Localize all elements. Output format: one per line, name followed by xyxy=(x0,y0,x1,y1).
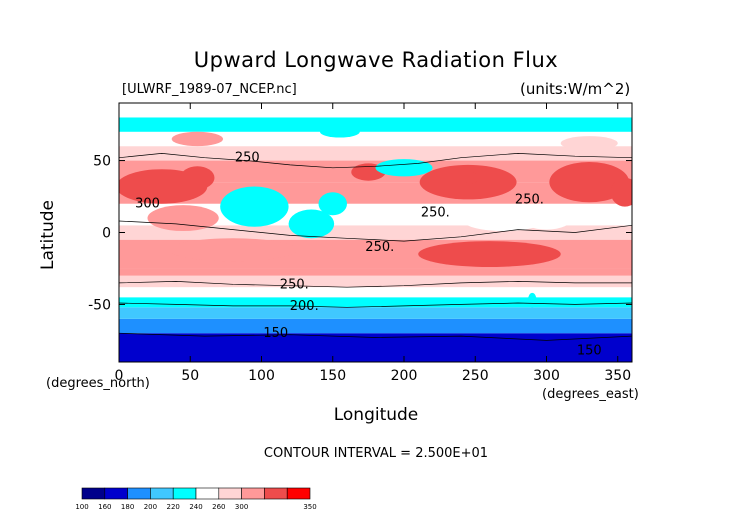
field-feature-19 xyxy=(560,136,618,151)
x-tick-label-350: 350 xyxy=(604,368,631,384)
zonal-band-6 xyxy=(119,268,632,276)
colorbar-swatch-6 xyxy=(218,487,242,500)
colorbar-label-220: 220 xyxy=(167,503,180,511)
colorbar-swatch-1 xyxy=(104,487,128,500)
contour-line-1 xyxy=(119,302,632,308)
y-axis-units: (degrees_north) xyxy=(46,376,150,391)
field-feature-11 xyxy=(520,206,573,230)
x-tick-label-100: 100 xyxy=(248,368,275,384)
colorbar-label-180: 180 xyxy=(121,503,134,511)
field-feature-12 xyxy=(549,161,630,203)
contour-label-5: 250. xyxy=(280,277,309,292)
field-feature-4 xyxy=(288,209,335,239)
field-feature-18 xyxy=(171,131,224,147)
field-feature-9 xyxy=(463,172,479,184)
field-feature-13 xyxy=(610,177,632,207)
contour-label-8: 150 xyxy=(577,343,602,358)
y-tick-label-0: 0 xyxy=(102,226,111,242)
colorbar-label-160: 160 xyxy=(98,503,111,511)
colorbar-label-260: 260 xyxy=(212,503,225,511)
colorbar-label-240: 240 xyxy=(189,503,202,511)
colorbar-swatch-5 xyxy=(195,487,220,500)
contour-line-3 xyxy=(119,153,632,169)
zonal-band-14 xyxy=(119,117,632,132)
contour-label-3: 250. xyxy=(515,192,544,207)
zonal-band-2 xyxy=(119,307,632,319)
zonal-band-3 xyxy=(119,297,632,308)
y-tick-label--50: -50 xyxy=(88,297,111,313)
x-tick-label-250: 250 xyxy=(462,368,489,384)
field-feature-17 xyxy=(527,292,537,308)
colorbar-swatch-8 xyxy=(264,487,288,500)
x-axis-label: Longitude xyxy=(333,405,419,425)
colorbar-swatch-9 xyxy=(286,487,311,500)
y-axis-label: Latitude xyxy=(38,200,58,270)
colorbar-label-200: 200 xyxy=(144,503,157,511)
zonal-band-5 xyxy=(119,275,632,288)
colorbar-label-100: 100 xyxy=(75,503,88,511)
contour-label-2: 250. xyxy=(421,205,450,220)
colorbar-label-350: 350 xyxy=(303,503,316,511)
contour-label-1: 300 xyxy=(135,197,160,212)
contour-line-0 xyxy=(119,281,632,288)
contour-line-2 xyxy=(119,332,632,341)
contour-line-4 xyxy=(119,220,632,242)
field-feature-15 xyxy=(168,238,298,262)
colorbar-swatch-0 xyxy=(81,487,106,500)
x-tick-label-50: 50 xyxy=(181,368,199,384)
field-feature-1 xyxy=(180,166,215,190)
zonal-band-15 xyxy=(119,103,632,118)
x-tick-label-150: 150 xyxy=(319,368,346,384)
chart-title: Upward Longwave Radiation Flux xyxy=(193,48,559,72)
field-feature-14 xyxy=(418,241,561,268)
field-feature-2 xyxy=(147,205,219,232)
contour-interval-label: CONTOUR INTERVAL = 2.500E+01 xyxy=(263,446,489,461)
colorbar-swatch-3 xyxy=(150,487,174,500)
x-tick-label-0: 0 xyxy=(115,368,124,384)
x-tick-label-300: 300 xyxy=(533,368,560,384)
contour-label-4: 250. xyxy=(365,240,394,255)
field-feature-16 xyxy=(319,126,360,138)
zonal-band-13 xyxy=(119,131,632,147)
field-feature-3 xyxy=(220,186,289,227)
colorbar-swatch-7 xyxy=(241,487,265,500)
source-file-label: [ULWRF_1989-07_NCEP.nc] xyxy=(122,82,297,97)
field-feature-7 xyxy=(375,159,433,177)
contour-label-0: 250 xyxy=(235,151,260,166)
x-tick-label-200: 200 xyxy=(391,368,418,384)
field-feature-5 xyxy=(318,192,347,216)
zonal-band-1 xyxy=(119,318,632,334)
colorbar-swatch-2 xyxy=(127,487,151,500)
zonal-band-4 xyxy=(119,287,632,298)
y-tick-label-50: 50 xyxy=(93,154,111,170)
contour-label-7: 150 xyxy=(263,326,288,341)
contour-label-6: 200. xyxy=(290,299,319,314)
colorbar-label-300: 300 xyxy=(235,503,248,511)
zonal-band-12 xyxy=(119,146,632,161)
units-label: (units:W/m^2) xyxy=(520,80,631,98)
colorbar-swatch-4 xyxy=(172,487,197,500)
x-axis-units: (degrees_east) xyxy=(542,387,639,402)
